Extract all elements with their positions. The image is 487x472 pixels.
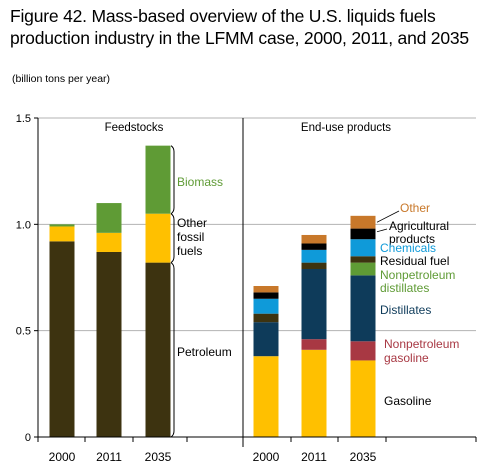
bar-end-use-products-2011-distillates [302, 269, 327, 339]
bar-end-use-products-2000-gasoline [254, 356, 279, 437]
y-tick-label: 0 [25, 432, 31, 444]
bracket-petroleum [171, 263, 174, 437]
leader-line [377, 229, 387, 232]
x-tick-label-2000: 2000 [49, 450, 76, 464]
bar-end-use-products-2035-distillates [351, 275, 376, 341]
bar-feedstocks-2035-biomass [146, 146, 171, 214]
bar-end-use-products-2035-agricultural-products [351, 229, 376, 240]
annotation-nonpetroleum-distillates: Nonpetroleum distillates [380, 268, 455, 295]
bar-end-use-products-2011-residual-fuel [302, 263, 327, 269]
bar-end-use-products-2011-gasoline [302, 350, 327, 437]
bar-end-use-products-2011-nonpetroleum-gasoline [302, 339, 327, 350]
y-tick-label: 0.5 [16, 326, 31, 338]
bracket-biomass [171, 146, 174, 214]
bar-feedstocks-2035-other-fossil-fuels [146, 214, 171, 263]
bar-end-use-products-2011-agricultural-products [302, 243, 327, 249]
bar-end-use-products-2011-other [302, 235, 327, 244]
bar-end-use-products-2000-residual-fuel [254, 314, 279, 323]
bar-end-use-products-2035-other [351, 216, 376, 229]
bar-feedstocks-2000-petroleum [50, 241, 75, 437]
bar-end-use-products-2000-distillates [254, 322, 279, 356]
bar-end-use-products-2035-nonpetroleum-gasoline [351, 341, 376, 360]
annotation-nonpetroleum-gasoline: Nonpetroleum gasoline [384, 337, 459, 365]
annotation-biomass: Biomass [177, 175, 223, 189]
annotation-residual-fuel: Residual fuel [380, 254, 449, 268]
annotation-chemicals: Chemicals [380, 241, 436, 255]
bar-end-use-products-2000-chemicals [254, 299, 279, 314]
bar-end-use-products-2000-agricultural-products [254, 292, 279, 298]
y-tick-label: 1.0 [16, 219, 31, 231]
bar-end-use-products-2011-chemicals [302, 250, 327, 263]
bar-feedstocks-2035-petroleum [146, 263, 171, 437]
bar-feedstocks-2000-other-fossil-fuels [50, 226, 75, 241]
bar-end-use-products-2035-gasoline [351, 360, 376, 437]
bar-feedstocks-2011-other-fossil-fuels [97, 233, 122, 252]
bar-feedstocks-2000-biomass [50, 224, 75, 226]
annotation-petroleum: Petroleum [177, 345, 232, 359]
bar-feedstocks-2011-biomass [97, 203, 122, 233]
x-tick-label-2000: 2000 [253, 450, 280, 464]
x-tick-label-2011: 2011 [96, 450, 122, 464]
panel-title-end-use-products: End-use products [301, 122, 391, 134]
panel-title-feedstocks: Feedstocks [105, 122, 164, 134]
bar-end-use-products-2035-chemicals [351, 239, 376, 256]
x-tick-label-2035: 2035 [145, 450, 172, 464]
annotation-distillates: Distillates [380, 303, 431, 317]
annotation-other: Other [400, 201, 430, 215]
bar-end-use-products-2035-nonpetroleum-distillates [351, 263, 376, 276]
bar-end-use-products-2000-other [254, 286, 279, 292]
bar-end-use-products-2035-residual-fuel [351, 256, 376, 262]
x-tick-label-2011: 2011 [301, 450, 327, 464]
annotation-gasoline: Gasoline [384, 394, 432, 408]
y-tick-label: 1.5 [16, 113, 31, 125]
bars-layer [50, 146, 376, 437]
x-tick-label-2035: 2035 [350, 450, 377, 464]
bracket-other-fossil-fuels [171, 214, 174, 263]
annotation-other-fossil-fuels: Other fossil fuels [177, 216, 207, 258]
bar-feedstocks-2011-petroleum [97, 252, 122, 437]
